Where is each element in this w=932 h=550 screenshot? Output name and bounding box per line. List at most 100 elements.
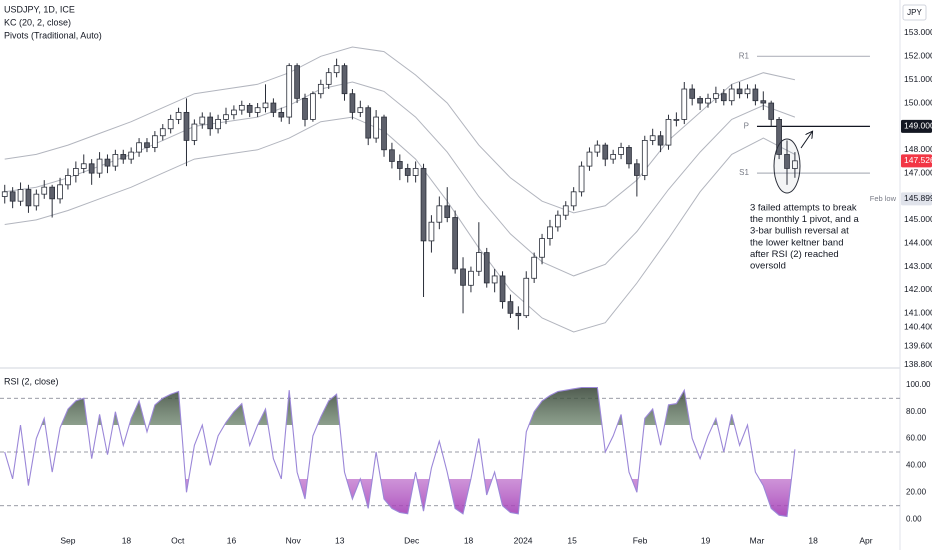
y-tick-label: 140.400 <box>904 322 932 332</box>
y-tick-label: 145.000 <box>904 214 932 224</box>
candle-body <box>491 275 498 284</box>
candle-body <box>294 65 300 99</box>
candle-body <box>286 65 293 118</box>
candle-body <box>626 147 632 165</box>
price-label: 147.526 <box>904 155 932 165</box>
candle-body <box>744 88 751 95</box>
candle-body <box>649 135 656 141</box>
candle-body <box>776 118 782 155</box>
candle-body <box>736 88 743 95</box>
indicator-label: KC (20, 2, close) <box>4 17 71 27</box>
candle-body <box>159 128 166 137</box>
candle-body <box>657 135 664 146</box>
candle-body <box>199 116 206 125</box>
candle-body <box>246 104 253 113</box>
candle-body <box>428 221 435 242</box>
candle-body <box>697 97 703 104</box>
x-tick-label: 18 <box>122 535 132 545</box>
plot: R1 P S1 153.000 152.000 151.000 150.000 148.000… <box>0 27 932 545</box>
candle-body <box>523 277 530 317</box>
rsi-oversold-fill <box>27 479 792 517</box>
x-tick-label: 15 <box>567 535 577 545</box>
candle-body <box>167 118 174 130</box>
candle-body <box>341 65 348 95</box>
candle-body <box>475 252 482 272</box>
candle-body <box>594 144 601 153</box>
annotation: 3-bar bullish reversal at <box>750 226 849 237</box>
candle-body <box>357 107 364 113</box>
candle-body <box>468 270 474 286</box>
candle-body <box>752 88 759 102</box>
candle-body <box>231 109 237 116</box>
candle-body <box>17 189 24 202</box>
price-label: 145.899 <box>904 193 932 203</box>
annotation: oversold <box>750 261 786 272</box>
candle-body <box>547 226 553 239</box>
x-tick-label: Feb <box>633 535 648 545</box>
candle-body <box>665 118 672 146</box>
candle-body <box>515 312 522 317</box>
rsi-line <box>4 386 796 518</box>
candle-body <box>9 191 16 202</box>
candle-body <box>562 205 569 216</box>
y-tick-label: 144.000 <box>904 237 932 247</box>
candle-body <box>499 275 506 303</box>
candle-body <box>396 161 403 169</box>
y-tick-label: 147.000 <box>904 167 932 177</box>
candle-body <box>792 160 798 169</box>
candle-body <box>720 93 727 102</box>
keltner-lower <box>4 116 796 333</box>
candle-body <box>555 214 561 228</box>
candle-body <box>460 268 466 286</box>
candle-body <box>254 107 261 113</box>
candle-body <box>25 189 32 207</box>
candle-body <box>152 135 158 148</box>
candle-body <box>760 100 767 104</box>
x-tick-label: 2024 <box>514 535 533 545</box>
candle-body <box>444 205 451 218</box>
arrow <box>800 132 812 149</box>
candle-body <box>768 102 775 120</box>
rsi-tick-label: 100.00 <box>906 380 931 389</box>
rsi-overbought-fill <box>41 387 735 425</box>
candle-body <box>57 184 63 200</box>
candle-body <box>191 123 198 141</box>
rsi-tick-label: 20.00 <box>906 487 927 496</box>
x-tick-label: 13 <box>335 535 345 545</box>
candle-body <box>349 93 356 113</box>
candle-body <box>49 186 56 200</box>
y-tick-label: 151.000 <box>904 74 932 84</box>
highlight-ellipse <box>773 138 801 194</box>
candle-body <box>412 168 419 176</box>
pivot-label: S1 <box>739 168 749 177</box>
candle-body <box>483 252 490 284</box>
price-label-box <box>901 192 932 206</box>
x-tick-label: 18 <box>808 535 818 545</box>
candle-body <box>302 97 308 120</box>
candle-body <box>570 191 577 207</box>
candle-body <box>112 154 119 167</box>
price-label: 149.000 <box>904 121 932 131</box>
annotation: the monthly 1 pivot, and a <box>750 214 860 225</box>
rsi-tick-label: 60.00 <box>906 434 927 443</box>
candle-body <box>673 118 680 121</box>
currency-box <box>902 4 927 21</box>
candle-body <box>373 116 379 139</box>
keltner-upper <box>4 46 796 214</box>
y-tick-label: 150.000 <box>904 97 932 107</box>
x-tick-label: Nov <box>286 535 302 545</box>
candle-body <box>73 168 79 176</box>
candle-body <box>262 102 269 109</box>
indicator-label: Pivots (Traditional, Auto) <box>4 30 102 40</box>
currency: JPY <box>907 8 922 17</box>
x-tick-label: 19 <box>701 535 711 545</box>
candle-body <box>88 163 95 174</box>
candle-body <box>207 116 214 130</box>
annotation: 3 failed attempts to break <box>750 203 857 214</box>
candle-body <box>1 191 8 197</box>
candle-body <box>681 88 688 120</box>
candle-body <box>183 111 190 141</box>
candle-body <box>705 97 711 104</box>
candle-body <box>436 205 443 223</box>
